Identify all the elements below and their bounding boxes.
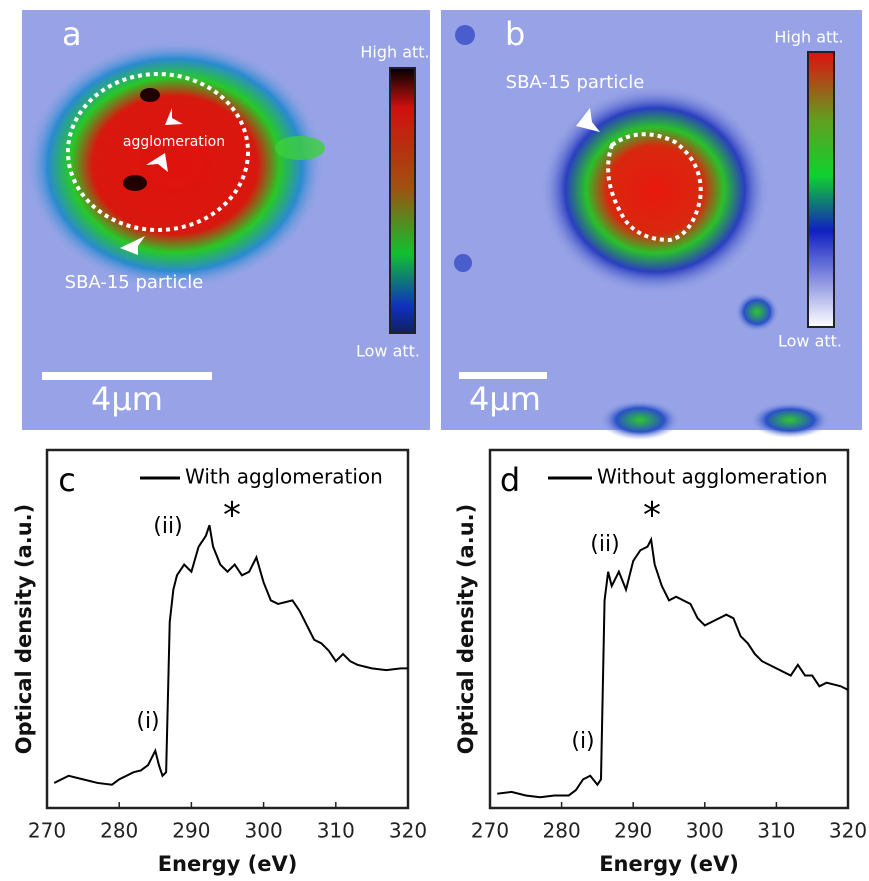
x-tick-label: 290 — [172, 819, 210, 843]
colorbar-high: High att. — [360, 43, 429, 62]
annotation: SBA-15 particle — [506, 72, 645, 93]
annotation: (i) — [136, 709, 159, 734]
x-tick-label: 320 — [829, 819, 867, 843]
x-axis-label: Energy (eV) — [158, 852, 298, 876]
annotation: (ii) — [590, 532, 619, 557]
annotation: SBA-15 particle — [65, 272, 204, 293]
image-b: b High att. Low att. 4μm SBA-15 particle — [441, 10, 862, 440]
data-line — [53, 524, 408, 786]
annotation: agglomeration — [123, 134, 225, 150]
x-tick-label: 270 — [28, 819, 66, 843]
legend-label: Without agglomeration — [597, 465, 828, 489]
x-tick-label: 300 — [686, 819, 724, 843]
y-axis-label: Optical density (a.u.) — [12, 504, 36, 754]
data-line — [497, 536, 849, 799]
colorbar-low: Low att. — [778, 332, 842, 351]
x-tick-label: 310 — [757, 819, 795, 843]
plot-frame — [45, 448, 410, 810]
x-tick-label: 280 — [543, 819, 581, 843]
panel-label: d — [500, 461, 520, 499]
panel-label: a — [62, 15, 82, 53]
x-tick-label: 320 — [389, 819, 427, 843]
annotation: * — [223, 495, 241, 536]
plot-frame — [488, 448, 850, 810]
y-axis-label: Optical density (a.u.) — [454, 504, 478, 754]
x-axis-label: Energy (eV) — [599, 852, 739, 876]
x-tick-label: 300 — [245, 819, 283, 843]
scale-bar-label: 4μm — [469, 380, 541, 418]
annotation: (i) — [571, 729, 594, 754]
annotation: (ii) — [153, 514, 182, 539]
panel-label: c — [58, 461, 76, 499]
colorbar-high: High att. — [774, 28, 843, 47]
charts: 270 280 290 300 310 320 Energy (eV) Optical den… — [12, 448, 867, 876]
x-tick-label: 270 — [471, 819, 509, 843]
x-tick-label: 310 — [317, 819, 355, 843]
scale-bar-label: 4μm — [91, 380, 163, 418]
panel-label: b — [505, 15, 525, 53]
x-tick-label: 280 — [100, 819, 138, 843]
colorbar-low: Low att. — [356, 342, 420, 361]
annotation: * — [643, 495, 661, 536]
legend-label: With agglomeration — [185, 465, 383, 489]
x-tick-label: 290 — [614, 819, 652, 843]
image-a: a High att. Low att. 4μm agglomeration S… — [22, 10, 430, 430]
